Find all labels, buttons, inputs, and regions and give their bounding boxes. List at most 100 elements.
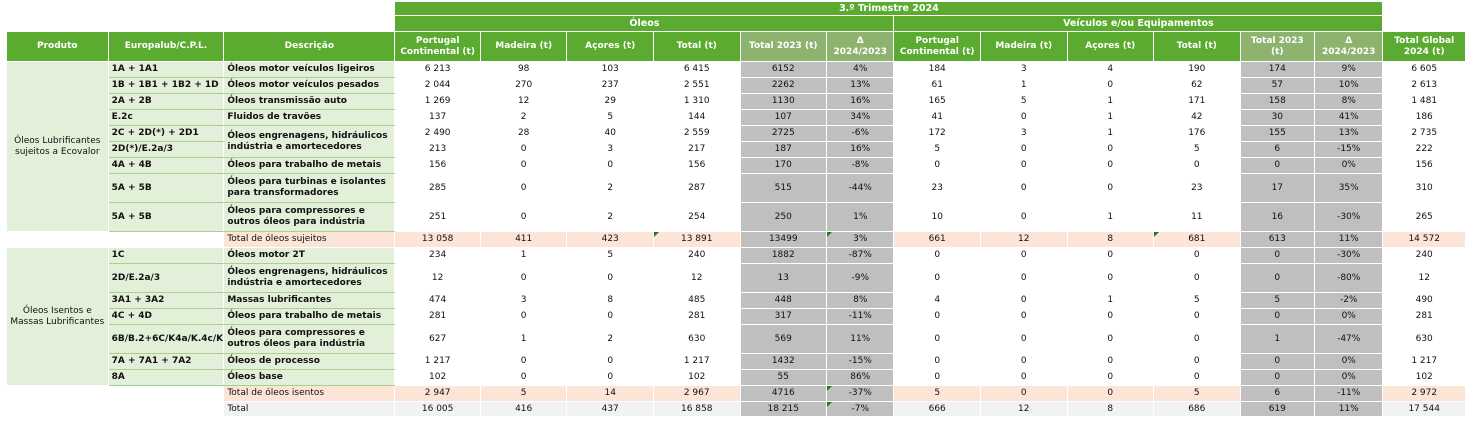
oils-value-cell: 1 269 xyxy=(394,93,481,110)
product-group-label: Óleos Isentos e Massas Lubrificantes xyxy=(6,247,109,386)
vehicles-value-cell: 174 xyxy=(1239,61,1316,78)
vehicles-value-cell: 0% xyxy=(1314,353,1384,370)
vehicles-value-cell: 0 xyxy=(979,369,1068,386)
vehicles-value-cell: 158 xyxy=(1239,93,1316,110)
vehicles-value-cell: 0 xyxy=(1066,247,1155,264)
vehicles-value-cell: 0 xyxy=(1066,141,1155,158)
oils-total-cell: 437 xyxy=(566,401,654,417)
vehicles-value-cell: 5 xyxy=(979,93,1068,110)
vehicles-value-cell: 0 xyxy=(979,247,1068,264)
oils-value-cell: 569 xyxy=(739,324,828,354)
cpl-code: 7A + 7A1 + 7A2 xyxy=(107,353,225,370)
subtotal-row: Total de óleos isentos 2 947 5 14 2 967 4716-… xyxy=(6,385,1466,402)
cpl-code: 3A1 + 3A2 xyxy=(107,292,225,309)
vehicles-value-cell: 4 xyxy=(1066,61,1155,78)
vehicles-value-cell: 6 xyxy=(1239,141,1316,158)
vehicles-value-cell: 1 xyxy=(1066,109,1155,126)
vehicles-value-cell: 0 xyxy=(979,109,1068,126)
vehicles-value-cell: 0 xyxy=(979,324,1068,354)
table-row: 7A + 7A1 + 7A2 Óleos de processo 1 217 0 0 1 … xyxy=(7,353,1466,370)
oils-value-cell: 270 xyxy=(479,77,568,94)
oils-value-cell: 6 415 xyxy=(652,61,741,78)
oils-subtotal-cell: 14 xyxy=(566,385,654,402)
vehicles-value-cell: 0 xyxy=(979,292,1068,309)
vehicles-value-cell: 0 xyxy=(979,173,1068,203)
grand-total-row: Total 16 005 416 437 16 858 18 215 -7% 666 12 8 68… xyxy=(6,401,1466,417)
oils-value-cell: 485 xyxy=(652,292,741,309)
oils-value-cell: 3 xyxy=(566,141,654,158)
oils-value-cell: 0 xyxy=(566,369,654,386)
cpl-code: 2D(*)/E.2a/3 xyxy=(107,141,225,158)
vehicles-value-cell: 0 xyxy=(1239,369,1316,386)
oils-value-cell: 250 xyxy=(739,202,828,232)
spacer-cell xyxy=(6,231,109,248)
oils-value-cell: 40 xyxy=(566,125,654,142)
oils-value-cell: -6% xyxy=(826,125,895,142)
description: Óleos transmissão auto xyxy=(223,93,396,110)
oils-value-cell: 0 xyxy=(479,353,568,370)
table-row: 5A + 5B Óleos para compressores e outros … xyxy=(7,202,1466,232)
vehicles-total-cell: 12 xyxy=(979,401,1068,417)
header-total2023-oils: Total 2023 (t) xyxy=(739,31,828,62)
vehicles-total-cell: 11% xyxy=(1314,401,1384,417)
oils-value-cell: 103 xyxy=(566,61,654,78)
vehicles-value-cell: 0 xyxy=(979,263,1068,293)
vehicles-value-cell: 0 xyxy=(1066,263,1155,293)
lubricants-table: 3.º Trimestre 2024 Óleos Veículos e/ou E… xyxy=(6,1,1466,417)
oils-value-cell: 0 xyxy=(479,173,568,203)
vehicles-value-cell: 0 xyxy=(1239,157,1316,174)
oils-value-cell: 1% xyxy=(826,202,895,232)
description: Óleos engrenagens, hidráulicos indústria… xyxy=(223,125,396,158)
header-descricao: Descrição xyxy=(223,31,396,62)
vehicles-value-cell: 0 xyxy=(979,308,1068,325)
oils-value-cell: 251 xyxy=(394,202,481,232)
vehicles-value-cell: 0 xyxy=(1066,353,1155,370)
vehicles-value-cell: 10 xyxy=(893,202,981,232)
global-subtotal: 2 972 xyxy=(1382,385,1466,402)
header-delta-oils: Δ 2024/2023 xyxy=(826,31,895,62)
description: Óleos para compressores e outros óleos p… xyxy=(223,202,396,232)
vehicles-value-cell: 1 xyxy=(979,77,1068,94)
oils-value-cell: 144 xyxy=(652,109,741,126)
vehicles-total-cell: 619 xyxy=(1239,401,1316,417)
vehicles-value-cell: 0 xyxy=(893,247,981,264)
description: Óleos motor veículos pesados xyxy=(223,77,396,94)
cpl-code: 4C + 4D xyxy=(107,308,225,325)
oils-value-cell: 28 xyxy=(479,125,568,142)
description: Óleos de processo xyxy=(223,353,396,370)
oils-value-cell: 234 xyxy=(394,247,481,264)
oils-value-cell: 5 xyxy=(566,247,654,264)
header-madeira-oils: Madeira (t) xyxy=(479,31,568,62)
global-value: 310 xyxy=(1382,173,1466,203)
table-row: 1B + 1B1 + 1B2 + 1D Óleos motor veículos … xyxy=(7,77,1466,94)
oils-value-cell: 102 xyxy=(652,369,741,386)
global-value: 1 481 xyxy=(1382,93,1466,110)
spacer-cell xyxy=(6,401,109,417)
table-row: Óleos Lubrificantes sujeitos a Ecovalor 1… xyxy=(6,61,1466,232)
vehicles-value-cell: 0 xyxy=(1066,324,1155,354)
table-row: 2C + 2D(*) + 2D1 Óleos engrenagens, hidrá… xyxy=(7,125,1466,158)
vehicles-value-cell: 1 xyxy=(1066,125,1155,142)
vehicles-value-cell: 0 xyxy=(979,353,1068,370)
global-value: 281 xyxy=(1382,308,1466,325)
table-row: 5A + 5B Óleos para turbinas e isolantes p… xyxy=(7,173,1466,203)
oils-value-cell: 2262 xyxy=(739,77,828,94)
oils-value-cell: 6152 xyxy=(739,61,828,78)
oils-value-cell: 2 551 xyxy=(652,77,741,94)
table-row: Óleos Isentos e Massas Lubrificantes 1C Ól… xyxy=(6,247,1466,386)
global-value: 186 xyxy=(1382,109,1466,126)
global-value: 240 xyxy=(1382,247,1466,264)
header-delta-vehicles: Δ 2024/2023 xyxy=(1314,31,1384,62)
oils-value-cell: -87% xyxy=(826,247,895,264)
oils-value-cell: 281 xyxy=(652,308,741,325)
vehicles-value-cell: 0 xyxy=(893,324,981,354)
oils-value-cell: 630 xyxy=(652,324,741,354)
description: Massas lubrificantes xyxy=(223,292,396,309)
oils-subtotal-cell: 13499 xyxy=(739,231,828,248)
vehicles-subtotal-cell: 0 xyxy=(979,385,1068,402)
description: Óleos para trabalho de metais xyxy=(223,308,396,325)
table-row: 8A Óleos base 102 0 0 102 55 86% 0 0 0 0 0 0% 102 xyxy=(7,369,1466,386)
table-row: E.2c Fluidos de travões 137 2 5 144 107 34% 41 0 1… xyxy=(7,109,1466,126)
header-acores-vehicles: Açores (t) xyxy=(1066,31,1155,62)
oils-value-cell: 285 xyxy=(394,173,481,203)
